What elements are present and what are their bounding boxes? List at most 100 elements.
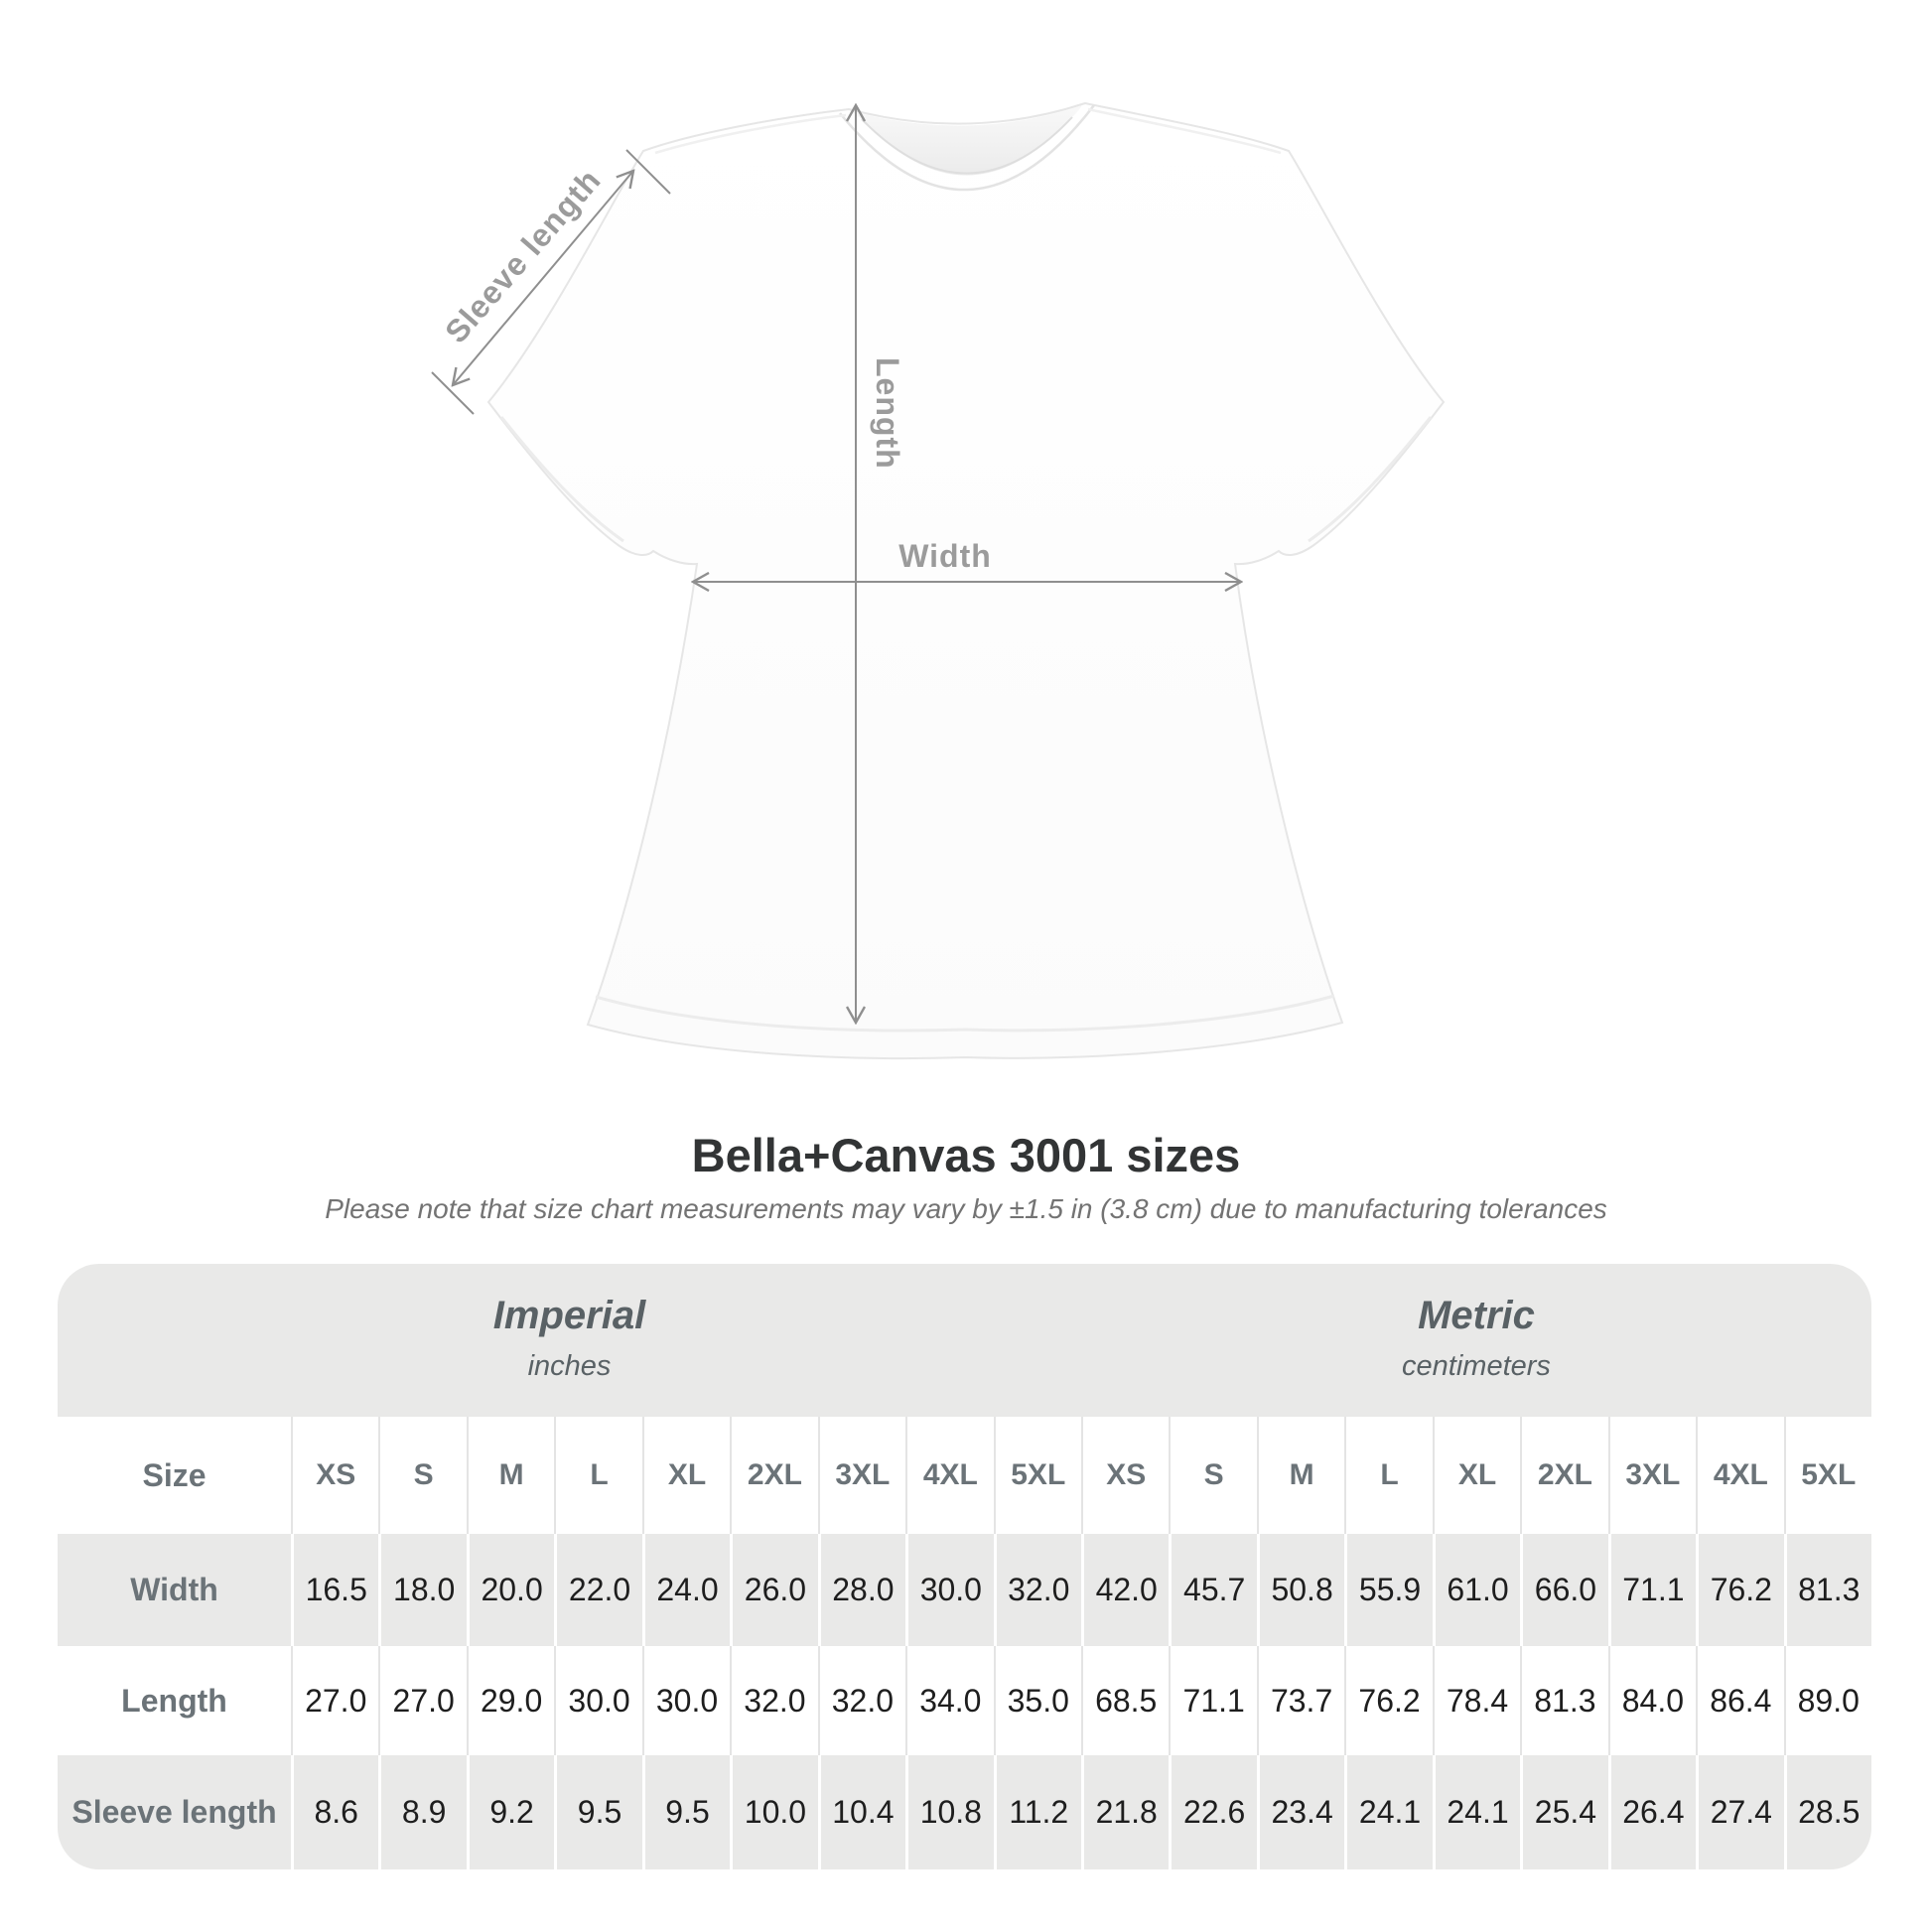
measurement-cell: 66.0	[1520, 1534, 1608, 1646]
sleeve-dimension-line	[453, 171, 633, 385]
measurement-cell: 35.0	[993, 1646, 1081, 1755]
left-sleeve-hem	[499, 416, 624, 543]
imperial-unit-header: Imperial inches	[58, 1264, 1081, 1417]
bottom-hem-seam	[595, 994, 1335, 1033]
measurement-cell: 29.0	[466, 1646, 555, 1755]
size-header-imperial-s: S	[378, 1417, 467, 1534]
tshirt-illustration	[431, 101, 1446, 1060]
measurement-cell: 27.0	[378, 1646, 467, 1755]
measurement-cell: 24.1	[1432, 1755, 1521, 1869]
measurement-cell: 32.0	[817, 1646, 906, 1755]
measurement-cell: 76.2	[1696, 1534, 1784, 1646]
measurement-cell: 30.0	[641, 1646, 731, 1755]
imperial-unit-subtitle: inches	[527, 1350, 612, 1382]
measurement-cell: 26.0	[730, 1534, 818, 1646]
measurement-cell: 21.8	[1080, 1755, 1170, 1869]
length-dimension-label: Length	[870, 357, 905, 470]
size-header-imperial-3xl: 3XL	[817, 1417, 906, 1534]
tshirt-diagram: Sleeve length Length Width	[431, 101, 1446, 1060]
size-header-metric-m: M	[1256, 1417, 1345, 1534]
measurement-cell: 61.0	[1432, 1534, 1521, 1646]
size-header-imperial-4xl: 4XL	[905, 1417, 994, 1534]
measurement-cell: 10.4	[817, 1755, 906, 1869]
sleeve-dimension-tick-lower	[431, 371, 475, 415]
measurement-cell: 68.5	[1080, 1646, 1170, 1755]
measurement-cell: 42.0	[1080, 1534, 1170, 1646]
measurement-cell: 27.4	[1696, 1755, 1784, 1869]
width-dimension-label: Width	[898, 538, 992, 574]
measurement-cell: 10.0	[730, 1755, 818, 1869]
size-header-imperial-l: L	[554, 1417, 642, 1534]
measurement-cell: 9.5	[554, 1755, 642, 1869]
size-header-metric-xl: XL	[1432, 1417, 1521, 1534]
sleeve-dimension-tick-upper	[625, 149, 671, 195]
row-label-length: Length	[58, 1646, 291, 1755]
row-label-width: Width	[58, 1534, 291, 1646]
size-chart-table: Imperial inches Metric centimeters Size …	[58, 1264, 1871, 1869]
measurement-cell: 24.1	[1344, 1755, 1433, 1869]
measurement-cell: 76.2	[1344, 1646, 1433, 1755]
measurement-cell: 86.4	[1696, 1646, 1784, 1755]
row-label-sleeve-length: Sleeve length	[58, 1755, 291, 1869]
measurement-cell: 81.3	[1520, 1646, 1608, 1755]
measurement-cell: 20.0	[466, 1534, 555, 1646]
measurement-cell: 26.4	[1607, 1755, 1697, 1869]
measurement-cell: 22.0	[554, 1534, 642, 1646]
measurement-cell: 34.0	[905, 1646, 994, 1755]
page-title: Bella+Canvas 3001 sizes	[691, 1129, 1241, 1181]
measurement-cell: 22.6	[1169, 1755, 1257, 1869]
measurement-cell: 28.5	[1783, 1755, 1871, 1869]
measurement-cell: 8.6	[291, 1755, 379, 1869]
tolerance-note: Please note that size chart measurements…	[325, 1193, 1607, 1224]
measurement-cell: 78.4	[1432, 1646, 1521, 1755]
right-shoulder-seam	[1087, 107, 1282, 155]
measurement-cell: 10.8	[905, 1755, 994, 1869]
measurement-cell: 16.5	[291, 1534, 379, 1646]
measurement-cell: 81.3	[1783, 1534, 1871, 1646]
measurement-cell: 24.0	[641, 1534, 731, 1646]
measurement-cell: 30.0	[905, 1534, 994, 1646]
metric-unit-title: Metric	[1418, 1294, 1535, 1337]
size-header-imperial-2xl: 2XL	[730, 1417, 818, 1534]
measurement-cell: 32.0	[993, 1534, 1081, 1646]
size-header-metric-5xl: 5XL	[1783, 1417, 1871, 1534]
left-shoulder-seam	[654, 113, 847, 155]
measurement-cell: 28.0	[817, 1534, 906, 1646]
size-header-metric-4xl: 4XL	[1696, 1417, 1784, 1534]
measurement-cell: 9.5	[641, 1755, 731, 1869]
size-header-metric-2xl: 2XL	[1520, 1417, 1608, 1534]
measurement-cell: 45.7	[1169, 1534, 1257, 1646]
size-header-metric-s: S	[1169, 1417, 1257, 1534]
measurement-cell: 84.0	[1607, 1646, 1697, 1755]
size-header-metric-xs: XS	[1080, 1417, 1170, 1534]
measurement-cell: 8.9	[378, 1755, 467, 1869]
metric-unit-subtitle: centimeters	[1402, 1350, 1551, 1382]
size-header-imperial-xl: XL	[641, 1417, 731, 1534]
metric-unit-header: Metric centimeters	[1080, 1264, 1871, 1417]
measurement-cell: 25.4	[1520, 1755, 1608, 1869]
size-header-metric-3xl: 3XL	[1607, 1417, 1697, 1534]
measurement-cell: 71.1	[1169, 1646, 1257, 1755]
measurement-cell: 89.0	[1783, 1646, 1871, 1755]
measurement-cell: 11.2	[993, 1755, 1081, 1869]
measurement-cell: 50.8	[1256, 1534, 1345, 1646]
size-corner-label: Size	[58, 1417, 291, 1534]
imperial-unit-title: Imperial	[492, 1294, 646, 1337]
collar-outer-seam	[839, 104, 1095, 192]
measurement-cell: 18.0	[378, 1534, 467, 1646]
measurement-cell: 32.0	[730, 1646, 818, 1755]
measurement-cell: 23.4	[1256, 1755, 1345, 1869]
size-header-imperial-m: M	[466, 1417, 555, 1534]
measurement-cell: 30.0	[554, 1646, 642, 1755]
measurement-cell: 9.2	[466, 1755, 555, 1869]
measurement-cell: 55.9	[1344, 1534, 1433, 1646]
collar-inner-seam	[861, 116, 1073, 175]
size-header-imperial-5xl: 5XL	[993, 1417, 1081, 1534]
right-sleeve-hem	[1308, 416, 1433, 543]
size-header-imperial-xs: XS	[291, 1417, 379, 1534]
measurement-cell: 71.1	[1607, 1534, 1697, 1646]
measurement-cell: 27.0	[291, 1646, 379, 1755]
size-header-metric-l: L	[1344, 1417, 1433, 1534]
measurement-cell: 73.7	[1256, 1646, 1345, 1755]
